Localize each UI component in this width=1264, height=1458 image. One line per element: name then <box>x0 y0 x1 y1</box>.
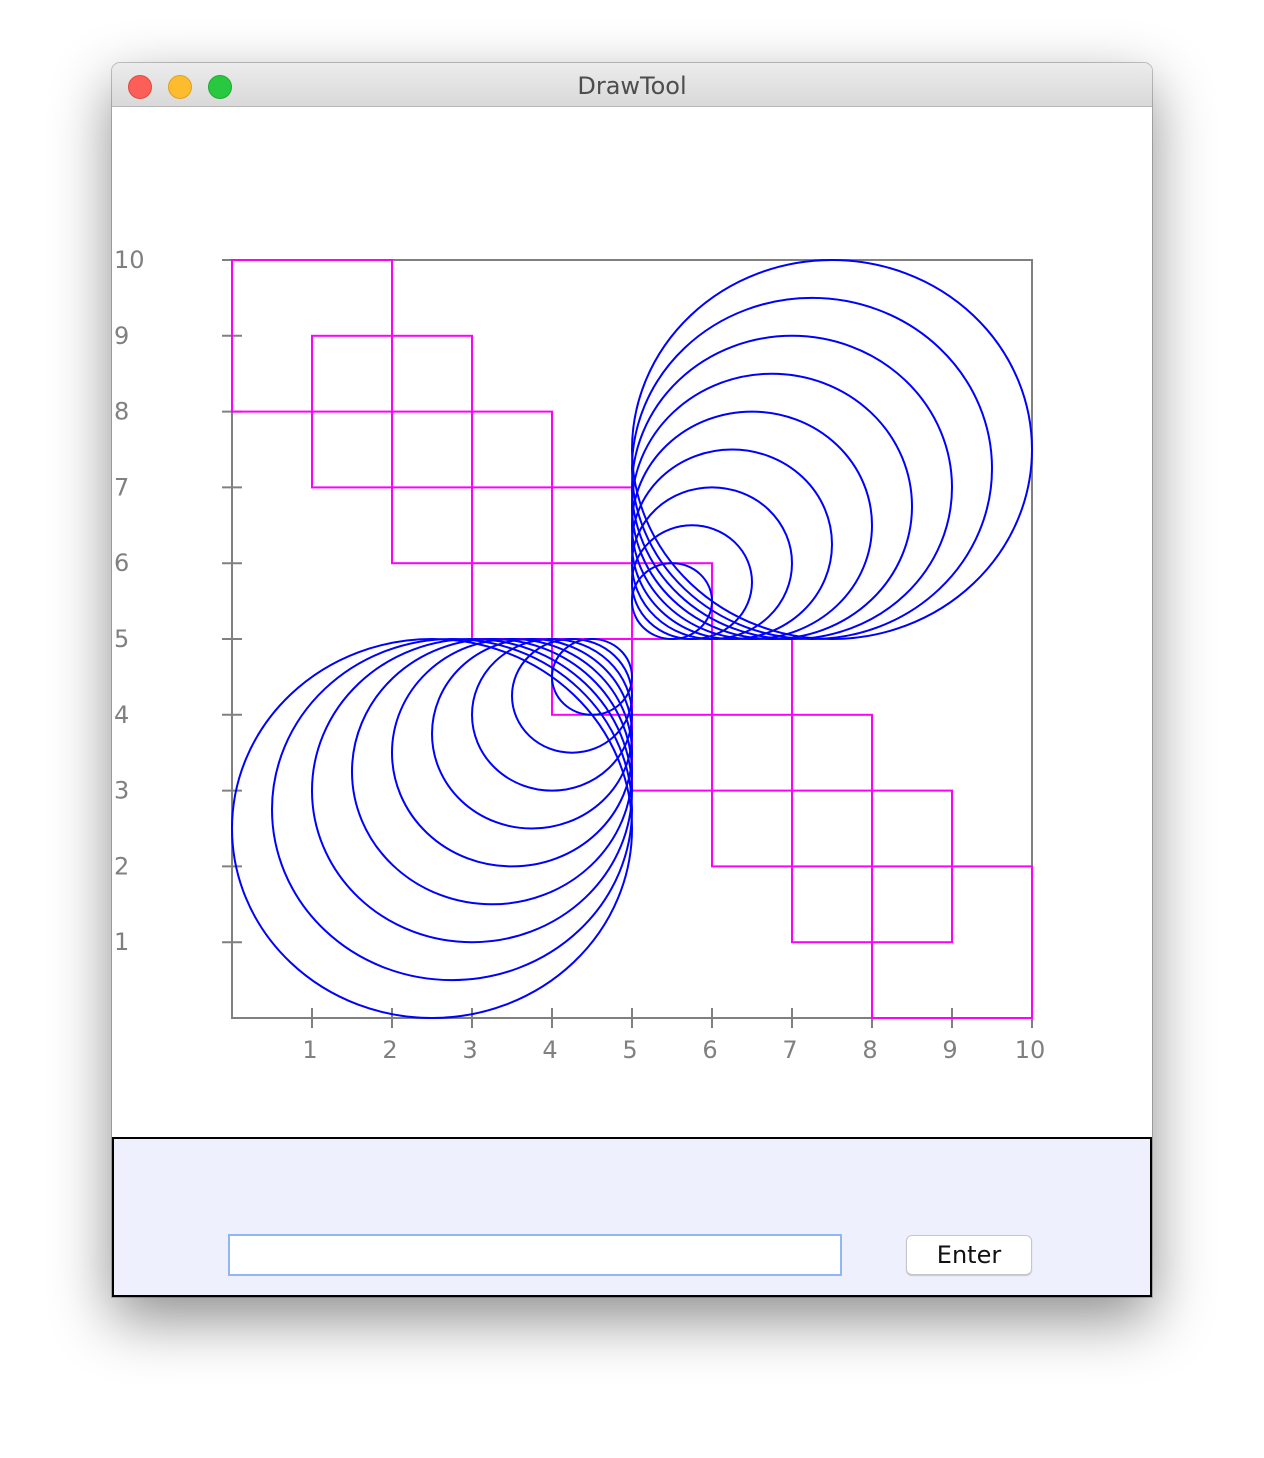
y-tick-label-8: 8 <box>114 398 129 426</box>
circle-upper-right-7 <box>631 486 793 641</box>
command-panel: Enter <box>112 1137 1152 1297</box>
window-title: DrawTool <box>577 72 687 100</box>
y-tick-label-7: 7 <box>114 473 129 501</box>
y-tick-label-9: 9 <box>114 322 129 350</box>
drawtool-window: DrawTool 1 2 3 4 5 6 7 8 9 10 1 2 3 4 5 6 7 8 9 10 Enter <box>112 63 1152 1297</box>
circle-lower-left-2 <box>271 638 633 982</box>
circle-upper-right-3 <box>631 334 953 640</box>
maximize-window-button[interactable] <box>208 75 232 99</box>
circle-upper-right-8 <box>631 524 753 640</box>
y-tick-label-4: 4 <box>114 701 129 729</box>
minimize-window-button[interactable] <box>168 75 192 99</box>
y-tick-label-6: 6 <box>114 549 129 577</box>
circle-upper-right-4 <box>631 372 913 640</box>
x-tick-label-4: 4 <box>542 1036 557 1064</box>
close-window-button[interactable] <box>128 75 152 99</box>
circle-upper-right-6 <box>631 448 833 640</box>
title-bar[interactable]: DrawTool <box>112 63 1152 107</box>
circle-lower-left-7 <box>471 638 633 792</box>
command-input[interactable] <box>228 1234 842 1276</box>
circle-lower-left-6 <box>431 638 633 830</box>
drawing-canvas[interactable]: 1 2 3 4 5 6 7 8 9 10 1 2 3 4 5 6 7 8 9 10 <box>112 107 1152 1137</box>
circle-lower-left-3 <box>311 638 633 944</box>
square-9 <box>871 865 1033 1020</box>
enter-button[interactable]: Enter <box>906 1235 1032 1275</box>
circle-lower-left-1 <box>231 638 633 1019</box>
x-tick-label-8: 8 <box>862 1036 877 1064</box>
y-tick-label-1: 1 <box>114 928 129 956</box>
circle-lower-left-5 <box>391 638 633 868</box>
x-tick-label-7: 7 <box>782 1036 797 1064</box>
y-tick-label-3: 3 <box>114 777 129 805</box>
circle-upper-right-1 <box>631 259 1033 640</box>
circle-lower-left-4 <box>351 638 633 906</box>
x-tick-label-9: 9 <box>942 1036 957 1064</box>
x-tick-label-2: 2 <box>382 1036 397 1064</box>
y-tick-label-2: 2 <box>114 852 129 880</box>
circle-upper-right-2 <box>631 296 993 641</box>
y-tick-label-5: 5 <box>114 625 129 653</box>
circle-lower-left-9 <box>551 638 633 716</box>
x-tick-label-1: 1 <box>302 1036 317 1064</box>
circle-upper-right-5 <box>631 410 873 640</box>
x-tick-label-3: 3 <box>462 1036 477 1064</box>
circle-upper-right-9 <box>631 562 713 641</box>
x-tick-label-10: 10 <box>1015 1036 1046 1064</box>
plot-svg: 1 2 3 4 5 6 7 8 9 10 1 2 3 4 5 6 7 8 9 10 <box>114 246 1046 1064</box>
circle-lower-left-8 <box>511 638 633 754</box>
y-tick-label-10: 10 <box>114 246 145 274</box>
x-tick-label-6: 6 <box>702 1036 717 1064</box>
x-tick-label-5: 5 <box>622 1036 637 1064</box>
